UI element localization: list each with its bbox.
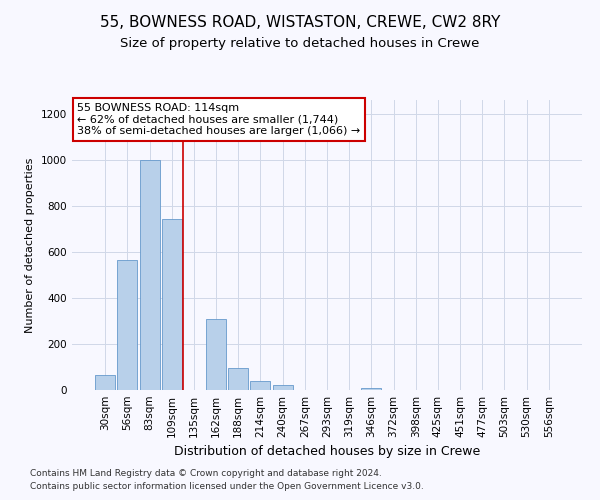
Bar: [228, 368, 248, 390]
Bar: [250, 381, 271, 390]
Bar: [118, 260, 137, 390]
Text: Contains HM Land Registry data © Crown copyright and database right 2024.: Contains HM Land Registry data © Crown c…: [30, 468, 382, 477]
Bar: [272, 386, 293, 390]
Y-axis label: Number of detached properties: Number of detached properties: [25, 158, 35, 332]
Bar: [162, 218, 182, 390]
Text: Contains public sector information licensed under the Open Government Licence v3: Contains public sector information licen…: [30, 482, 424, 491]
Bar: [95, 375, 115, 390]
Bar: [206, 318, 226, 390]
Bar: [140, 160, 160, 390]
X-axis label: Distribution of detached houses by size in Crewe: Distribution of detached houses by size …: [174, 446, 480, 458]
Text: 55 BOWNESS ROAD: 114sqm
← 62% of detached houses are smaller (1,744)
38% of semi: 55 BOWNESS ROAD: 114sqm ← 62% of detache…: [77, 103, 361, 136]
Text: 55, BOWNESS ROAD, WISTASTON, CREWE, CW2 8RY: 55, BOWNESS ROAD, WISTASTON, CREWE, CW2 …: [100, 15, 500, 30]
Bar: [361, 388, 382, 390]
Text: Size of property relative to detached houses in Crewe: Size of property relative to detached ho…: [121, 38, 479, 51]
